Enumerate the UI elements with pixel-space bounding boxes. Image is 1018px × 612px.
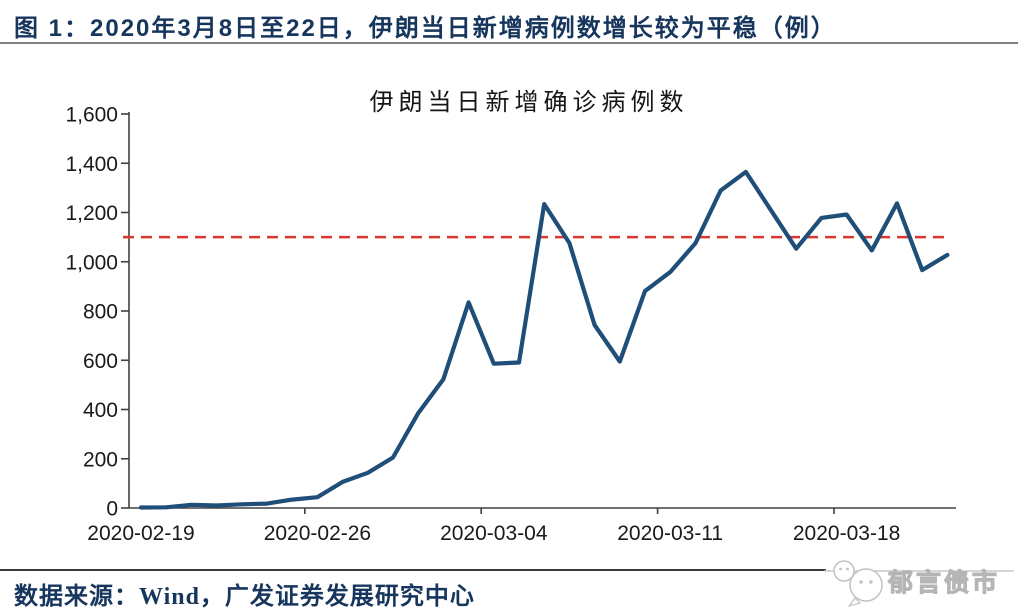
data-source-note: 数据来源：Wind，广发证券发展研究中心: [14, 584, 475, 610]
y-tick-label: 0: [106, 498, 118, 521]
y-tick-label: 600: [83, 350, 118, 373]
x-tick-label: 2020-03-11: [617, 522, 723, 545]
caption-divider: [0, 42, 1018, 44]
y-tick-label: 800: [83, 301, 118, 324]
x-tick-label: 2020-02-19: [87, 522, 194, 545]
wechat-logo-icon: [833, 560, 883, 608]
y-tick-label: 1,400: [65, 153, 118, 176]
x-tick-label: 2020-03-04: [440, 522, 548, 545]
y-tick-label: 1,200: [65, 202, 118, 225]
y-tick-label: 1,000: [65, 251, 118, 274]
daily-new-cases-series-line: [138, 169, 950, 510]
y-tick-label: 1,600: [65, 104, 118, 127]
watermark-text: 郁言债市: [887, 568, 1000, 597]
chart-title: 伊朗当日新增确诊病例数: [369, 90, 689, 116]
y-tick-label: 400: [83, 399, 118, 422]
x-tick-label: 2020-02-26: [264, 522, 371, 545]
watermark: 郁言债市: [824, 560, 1014, 608]
y-tick-label: 200: [83, 448, 118, 471]
figure-caption: 图 1：2020年3月8日至22日，伊朗当日新增病例数增长较为平稳（例）: [14, 15, 837, 42]
footer-divider: [0, 569, 826, 571]
x-tick-label: 2020-03-18: [793, 522, 900, 545]
